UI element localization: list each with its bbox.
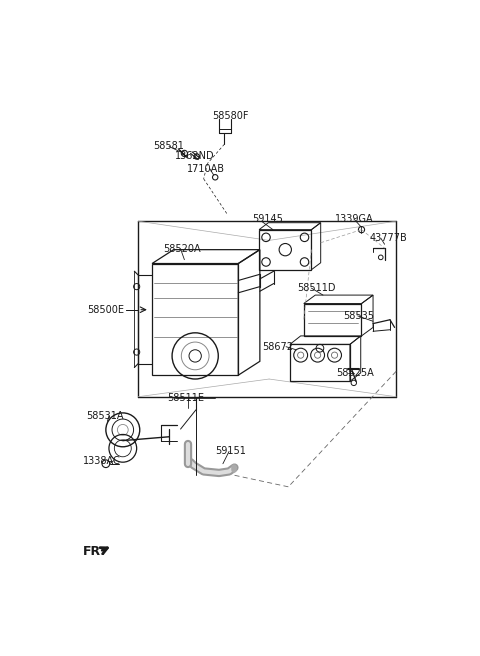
Text: 58580F: 58580F [212, 111, 249, 121]
Text: 58581: 58581 [154, 142, 184, 152]
Text: FR.: FR. [83, 545, 106, 558]
Text: 58672: 58672 [262, 342, 293, 352]
Text: 1362ND: 1362ND [175, 152, 215, 161]
Text: 58511D: 58511D [297, 283, 336, 293]
Text: 1338AC: 1338AC [83, 456, 120, 466]
Text: 58535: 58535 [343, 311, 374, 321]
Text: 58531A: 58531A [86, 411, 124, 421]
Text: 58500E: 58500E [87, 305, 124, 315]
Text: 1710AB: 1710AB [187, 164, 225, 174]
Text: 1339GA: 1339GA [335, 214, 373, 224]
Text: 59145: 59145 [252, 214, 283, 224]
Text: 58511E: 58511E [168, 393, 204, 403]
Text: 59151: 59151 [215, 446, 246, 457]
Text: 43777B: 43777B [369, 233, 407, 243]
Text: 58525A: 58525A [336, 368, 374, 378]
Text: 58520A: 58520A [164, 244, 201, 254]
